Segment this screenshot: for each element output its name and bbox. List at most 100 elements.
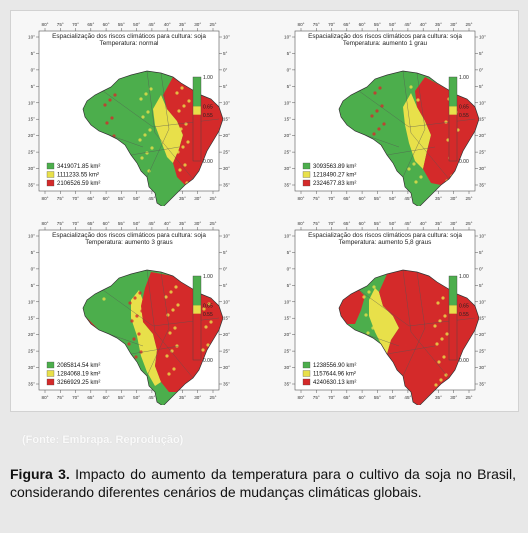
lon-label-top: 70° [72, 22, 79, 27]
risk-speckle [167, 372, 171, 376]
risk-speckle [183, 163, 187, 167]
scale-frame [192, 76, 202, 162]
risk-speckle [177, 109, 181, 113]
lat-label-left: 35° [284, 382, 291, 387]
state-border [386, 345, 436, 355]
map-title: Espacialização dos riscos climáticos par… [308, 232, 462, 239]
risk-speckle [180, 86, 184, 90]
lat-label-right: 35° [479, 183, 486, 188]
risk-speckle [380, 104, 384, 108]
lat-label-left: 20° [284, 133, 291, 138]
risk-speckle [143, 133, 147, 137]
lon-label-bottom: 65° [343, 196, 350, 201]
risk-speckle [369, 308, 373, 312]
state-border [364, 134, 400, 148]
state-border [130, 146, 180, 156]
map-panel-normal: 80° 80° 75° 75° 70° 70° 65° 65° 60° 60° 55° 55° 50° 5… [17, 17, 255, 206]
legend-swatch [302, 179, 311, 187]
lon-label-top: 40° [420, 221, 427, 226]
risk-speckle [437, 360, 441, 364]
risk-speckle [367, 290, 371, 294]
legend-label: 3419071.85 km² [57, 164, 100, 170]
risk-speckle [435, 342, 439, 346]
lon-label-top: 75° [313, 221, 320, 226]
lat-label-left: 30° [28, 365, 35, 370]
risk-speckle [150, 146, 154, 150]
lon-label-top: 70° [328, 22, 335, 27]
lon-label-top: 65° [343, 22, 350, 27]
map-subtitle: Temperatura: normal [100, 40, 159, 47]
image-source: (Fonte: Embrapa. Reprodução) [22, 434, 184, 446]
risk-speckle [182, 104, 186, 108]
lat-label-left: 20° [284, 332, 291, 337]
scale-label: 1.00 [459, 75, 469, 81]
risk-speckle [411, 103, 415, 107]
lat-label-right: 20° [479, 332, 486, 337]
lat-label-left: 15° [28, 117, 35, 122]
lon-label-bottom: 25° [466, 395, 473, 400]
lon-label-bottom: 75° [313, 196, 320, 201]
lon-label-top: 65° [87, 221, 94, 226]
lon-label-top: 70° [72, 221, 79, 226]
risk-speckle [130, 319, 134, 323]
country-border [338, 70, 480, 206]
lon-label-top: 40° [164, 221, 171, 226]
legend-swatch [302, 361, 311, 369]
lat-label-left: 15° [284, 117, 291, 122]
lon-label-top: 55° [118, 221, 125, 226]
risk-speckle [440, 337, 444, 341]
lon-label-bottom: 70° [72, 395, 79, 400]
map-subtitle: Temperatura: aumento 1 grau [343, 40, 428, 47]
risk-speckle [186, 140, 190, 144]
lon-label-bottom: 65° [87, 196, 94, 201]
scale-frame [192, 275, 202, 361]
lon-label-bottom: 60° [103, 395, 110, 400]
lon-label-bottom: 35° [179, 196, 186, 201]
country-border [82, 269, 224, 405]
lat-label-right: 30° [479, 365, 486, 370]
lat-label-left: 5° [287, 51, 292, 56]
lon-label-bottom: 80° [42, 196, 49, 201]
risk-speckle [408, 379, 412, 383]
lon-label-bottom: 35° [435, 395, 442, 400]
lon-label-bottom: 55° [374, 196, 381, 201]
risk-speckle [133, 296, 137, 300]
lat-label-left: 25° [284, 150, 291, 155]
lon-label-top: 75° [313, 22, 320, 27]
lon-label-bottom: 35° [435, 196, 442, 201]
risk-speckle [202, 307, 206, 311]
state-border [146, 270, 194, 379]
risk-speckle [147, 169, 151, 173]
lon-label-top: 40° [420, 22, 427, 27]
lon-label-top: 35° [179, 221, 186, 226]
risk-speckle [377, 127, 381, 131]
legend-swatch [302, 171, 311, 178]
lon-label-bottom: 70° [328, 196, 335, 201]
risk-speckle [138, 138, 142, 142]
scale-label: 0.65 [459, 104, 469, 110]
lon-label-top: 60° [103, 221, 110, 226]
risk-speckle [414, 180, 418, 184]
risk-speckle [164, 295, 168, 299]
figure-frame: 80° 80° 75° 75° 70° 70° 65° 65° 60° 60° 55° 55° 50° 5… [10, 10, 519, 412]
lon-label-bottom: 80° [298, 196, 305, 201]
lon-label-top: 35° [435, 22, 442, 27]
lat-label-right: 15° [479, 117, 486, 122]
lat-label-left: 30° [28, 166, 35, 171]
scale-frame [448, 275, 458, 361]
risk-speckle [398, 289, 402, 293]
lon-label-bottom: 45° [148, 395, 155, 400]
figure-caption: Figura 3. Impacto do aumento da temperat… [10, 465, 516, 501]
risk-speckle [132, 337, 136, 341]
lon-label-top: 55° [374, 22, 381, 27]
lon-label-top: 65° [343, 221, 350, 226]
scale-label: 0.00 [459, 159, 469, 165]
map-title: Espacialização dos riscos climáticos par… [308, 33, 462, 40]
lat-label-left: 35° [28, 382, 35, 387]
scale-red [193, 313, 201, 360]
lon-label-top: 50° [389, 221, 396, 226]
lon-label-bottom: 25° [210, 395, 217, 400]
lat-label-left: 35° [284, 183, 291, 188]
lon-label-bottom: 45° [148, 196, 155, 201]
scale-label: 0.55 [203, 113, 213, 119]
